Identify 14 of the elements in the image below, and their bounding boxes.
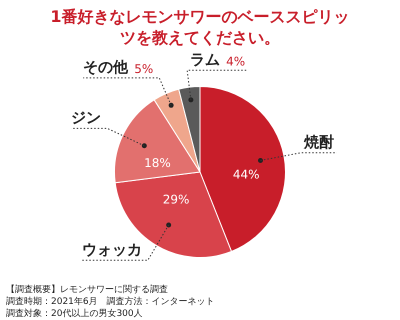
slice-label: ラム [190,50,220,69]
text: 【調査概要】レモンサワーに関する調査 [6,284,169,296]
text: 調査時期：2021年6月 調査方法：インターネット [6,296,216,308]
chart-title: 1番好きなレモンサワーのベーススピリッツを教えてください。 [50,6,350,49]
data-label: 5% [134,62,154,76]
data-label: 44% [232,167,260,182]
slice-label: ウォッカ [82,240,142,259]
text: 調査対象：20代以上の男女300人 [6,308,144,320]
data-label: 29% [162,192,190,207]
slice-label: 焼酎 [302,133,334,152]
slice-label: ジン [71,108,102,127]
slice-label: その他 [83,58,130,76]
data-label: 18% [144,156,171,170]
data-label: 4% [226,54,246,68]
